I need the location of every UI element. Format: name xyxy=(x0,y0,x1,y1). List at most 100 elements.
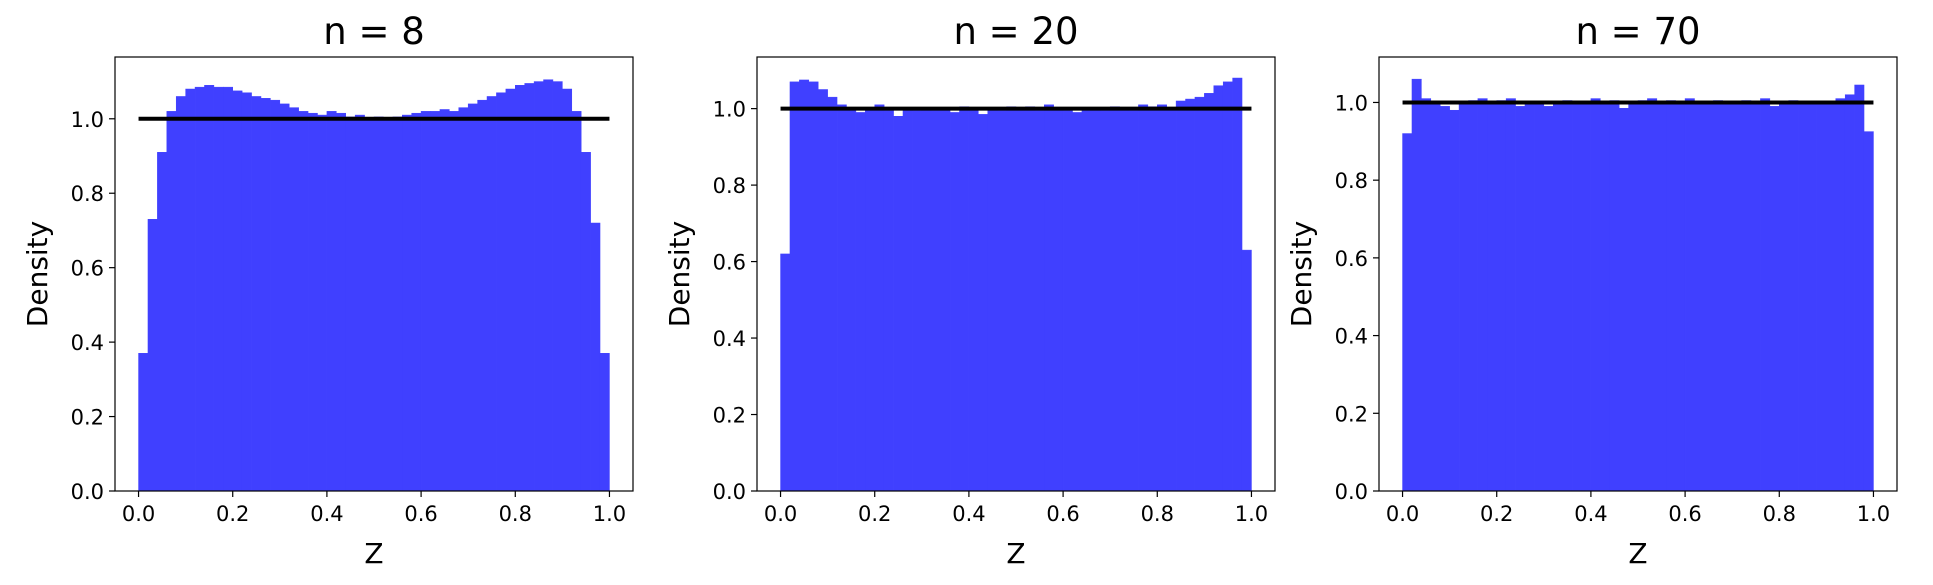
histogram-bar xyxy=(1571,102,1582,492)
x-tick-label: 0.0 xyxy=(122,502,155,526)
histogram-bar xyxy=(1449,109,1460,492)
x-tick-label: 0.4 xyxy=(1574,502,1607,526)
histogram-bar xyxy=(185,88,196,492)
histogram-bar xyxy=(1232,77,1243,492)
histogram-bar xyxy=(213,86,224,492)
x-tick-label: 0.8 xyxy=(1763,502,1796,526)
histogram-bar xyxy=(580,152,591,492)
histogram-bar xyxy=(1100,110,1111,492)
histogram-bar xyxy=(1760,98,1771,492)
histogram-bar xyxy=(1590,98,1601,492)
histogram-bar xyxy=(836,104,847,492)
histogram-bar xyxy=(1816,102,1827,492)
y-tick-label: 0.0 xyxy=(1335,480,1368,504)
histogram-bar xyxy=(987,108,998,492)
histogram-bar xyxy=(1797,102,1808,492)
histogram-bar xyxy=(1628,102,1639,492)
x-tick-label: 0.2 xyxy=(858,502,891,526)
x-tick-label: 1.0 xyxy=(593,502,626,526)
histogram-bar xyxy=(515,85,525,492)
y-tick-label: 0.6 xyxy=(713,251,746,275)
histogram-bar xyxy=(166,111,177,492)
histogram-bar xyxy=(1515,106,1526,492)
histogram-bar xyxy=(799,79,810,492)
x-tick-label: 0.0 xyxy=(1386,502,1419,526)
histogram-bar xyxy=(1666,100,1676,492)
histogram-bar xyxy=(354,114,365,492)
histogram-bar xyxy=(251,96,262,492)
chart-title: n = 20 xyxy=(953,10,1078,53)
axes-frame xyxy=(114,56,634,492)
histogram-bar xyxy=(241,92,252,492)
histogram-bar xyxy=(1854,84,1865,492)
histogram-bar xyxy=(893,116,904,492)
histogram-bar xyxy=(1194,96,1205,492)
histogram-bar xyxy=(921,108,932,492)
histogram-bar xyxy=(1006,106,1017,492)
histogram-bar xyxy=(138,353,149,492)
histogram-bar xyxy=(1647,98,1658,492)
histogram-bar xyxy=(477,99,488,492)
histogram-bar xyxy=(1487,104,1497,492)
histogram-bar xyxy=(1713,100,1724,492)
histogram-bar xyxy=(780,253,791,492)
histogram-bar xyxy=(1081,108,1092,492)
x-axis-label: Z xyxy=(364,537,383,570)
histogram-bar xyxy=(533,81,544,492)
histogram-bar xyxy=(855,112,866,492)
histogram-bar xyxy=(373,116,384,492)
y-tick-label: 0.4 xyxy=(1335,325,1368,349)
histogram-bar xyxy=(846,108,857,492)
x-tick-label: 0.8 xyxy=(1141,502,1174,526)
histogram-bar xyxy=(1684,98,1695,492)
histogram-bar xyxy=(449,111,460,492)
histogram-bar xyxy=(420,111,431,492)
histogram-bar xyxy=(1779,102,1789,492)
x-tick-label: 0.2 xyxy=(1480,502,1513,526)
histogram-bar xyxy=(232,90,243,492)
histogram-bar xyxy=(411,112,422,492)
histogram-bar xyxy=(1175,100,1186,492)
histogram-bar xyxy=(383,118,394,492)
histogram-bar xyxy=(486,96,497,492)
y-axis-label: Density xyxy=(663,221,696,327)
histogram-bar xyxy=(883,110,894,492)
histogram-bar xyxy=(1204,93,1215,492)
histogram-bar xyxy=(902,108,913,492)
histogram-bar xyxy=(1534,102,1545,492)
histogram-bar xyxy=(978,114,988,492)
histogram-bar xyxy=(1147,106,1158,492)
chart-title: n = 70 xyxy=(1575,10,1700,53)
y-tick-label: 0.2 xyxy=(713,404,746,428)
y-tick-label: 1.0 xyxy=(1335,91,1368,115)
histogram-bar xyxy=(1439,106,1450,492)
y-tick-label: 0.4 xyxy=(713,327,746,351)
histogram-bar xyxy=(326,111,337,492)
histogram-bar xyxy=(1241,249,1252,492)
histogram-bar xyxy=(1562,100,1573,492)
histogram-bar xyxy=(1844,94,1855,492)
histogram-bar xyxy=(1402,133,1413,492)
histogram-bar xyxy=(345,116,356,492)
histogram-bar xyxy=(930,110,941,492)
histogram-bar xyxy=(524,83,535,492)
y-tick-label: 0.4 xyxy=(71,331,104,355)
histogram-bar xyxy=(260,98,271,492)
histogram-bar xyxy=(1552,102,1563,492)
histogram-bar xyxy=(1222,81,1233,492)
y-tick-label: 0.0 xyxy=(713,480,746,504)
histogram-bar xyxy=(1600,102,1610,492)
y-tick-label: 0.6 xyxy=(1335,247,1368,271)
histogram-bar xyxy=(147,219,158,492)
histogram-bar xyxy=(968,108,979,492)
histogram-bar xyxy=(1044,104,1054,492)
histogram-bar xyxy=(298,111,309,492)
histogram-bar xyxy=(1015,108,1026,492)
y-tick-label: 0.8 xyxy=(71,182,104,206)
histogram-bar xyxy=(336,112,346,492)
y-axis-label: Density xyxy=(1285,221,1318,327)
histogram-bar xyxy=(1477,98,1488,492)
histogram-bar xyxy=(1750,102,1761,492)
histogram-bar xyxy=(223,86,233,492)
